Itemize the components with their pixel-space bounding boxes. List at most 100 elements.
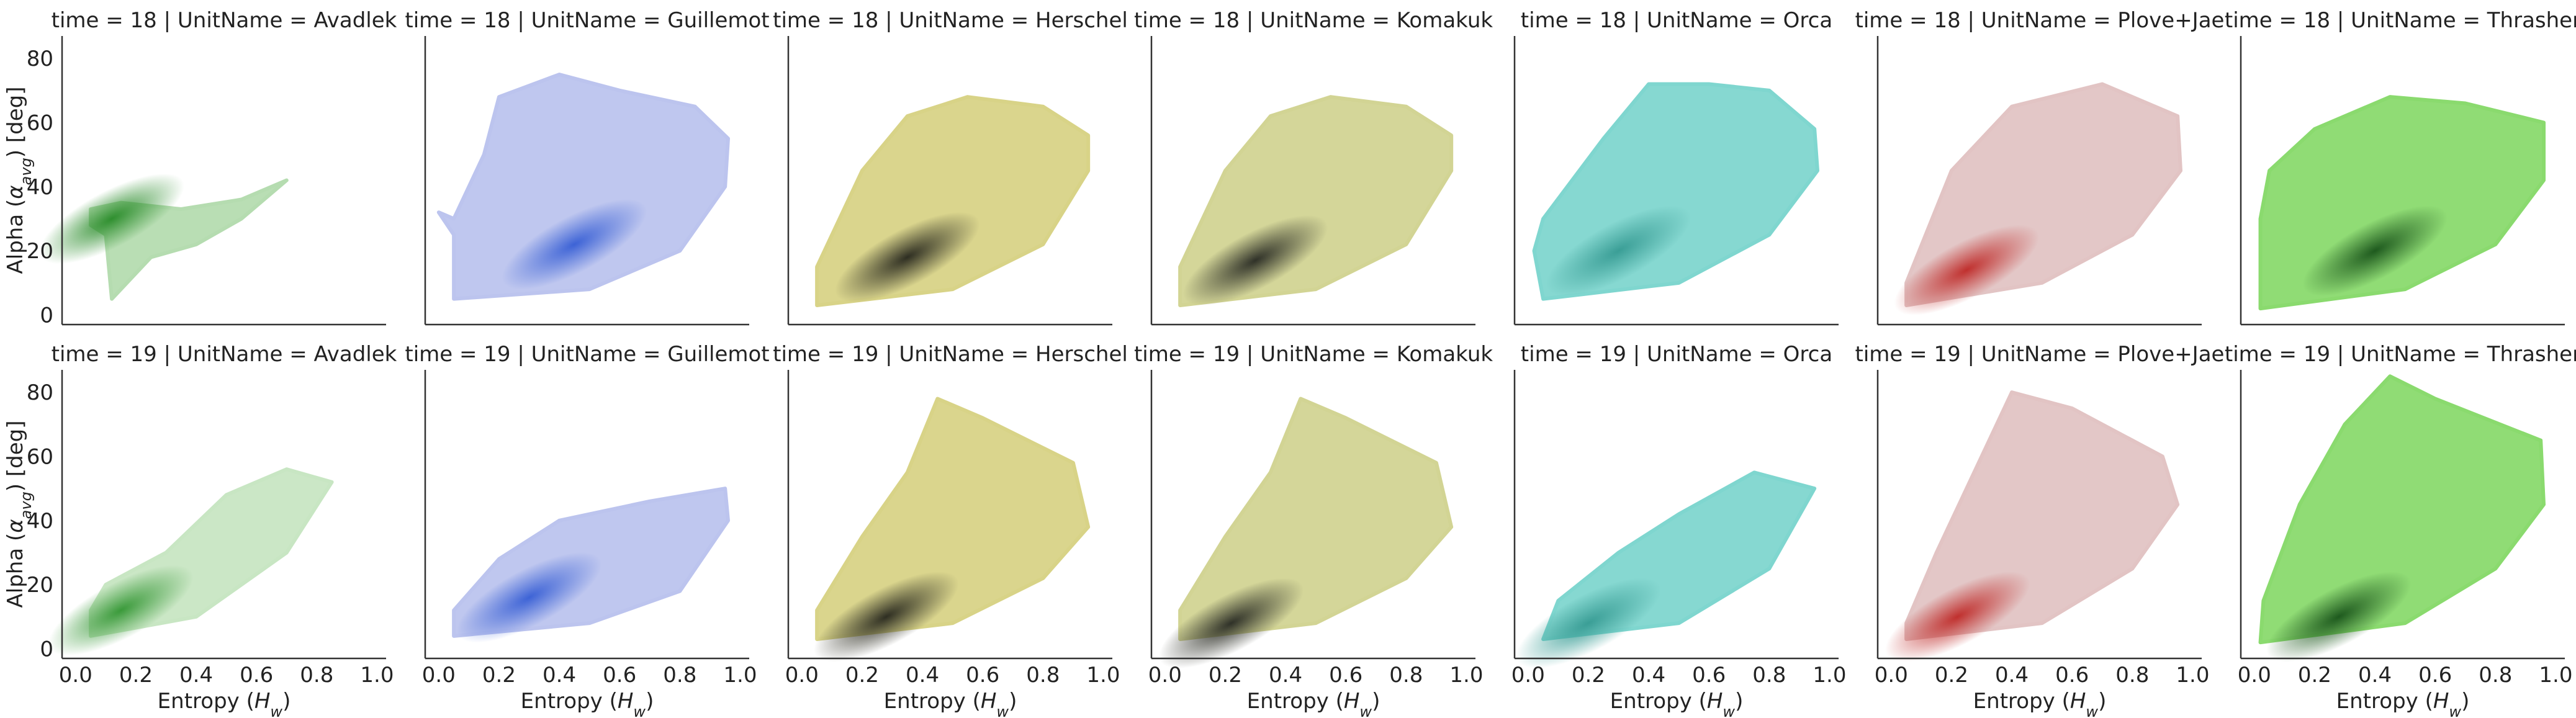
label-sub: w	[2086, 703, 2098, 718]
facet: time = 18 | UnitName = Avadlek 0 20 40 60 80 A…	[3, 8, 397, 328]
y-tick-label: 20	[27, 573, 53, 598]
density-peak	[1894, 225, 2039, 315]
x-tick-label: 0.2	[2298, 663, 2331, 688]
label-var: α	[3, 185, 28, 199]
x-tick-label: 0.0	[1148, 663, 1182, 688]
density-peak	[502, 199, 647, 290]
x-tick-label: 0.6	[1692, 663, 1726, 688]
x-axis-label: Entropy (Hw)	[1610, 689, 1744, 718]
label-sub: w	[633, 703, 646, 718]
facet: time = 19 | UnitName = Guillemot 0.0 0.2 0.…	[405, 342, 769, 718]
x-tick-label: 0.4	[1995, 663, 2029, 688]
x-tick-label: 1.0	[1086, 663, 1120, 688]
x-tick-label: 0.2	[845, 663, 879, 688]
facet-title: time = 18 | UnitName = Orca	[1521, 8, 1832, 33]
label-var: α	[3, 519, 28, 532]
y-tick-label: 60	[27, 445, 53, 470]
density-peak	[1546, 205, 1691, 296]
x-tick-label: 0.8	[1389, 663, 1423, 688]
y-tick-label: 0	[40, 303, 53, 328]
density-peak	[2302, 205, 2448, 296]
label-text: ) [deg]	[3, 86, 28, 158]
density-region	[436, 73, 731, 301]
label-text: )	[2098, 689, 2106, 714]
label-text: Entropy (	[2336, 689, 2433, 714]
x-tick-label: 0.8	[300, 663, 333, 688]
label-var: H	[2070, 689, 2086, 714]
x-tick-label: 0.2	[1572, 663, 1605, 688]
x-tick-label: 1.0	[2176, 663, 2209, 688]
label-sub: avg	[17, 158, 35, 185]
x-tick-label: 0.4	[1632, 663, 1665, 688]
x-tick-label: 1.0	[723, 663, 757, 688]
label-text: )	[282, 689, 290, 714]
x-axis-label: Entropy (Hw)	[521, 689, 654, 718]
facet-title: time = 18 | UnitName = Thrasher	[2225, 8, 2576, 33]
y-axis-label: Alpha (αavg) [deg]	[3, 420, 35, 608]
density-peak	[1158, 578, 1304, 668]
facet-title: time = 19 | UnitName = Plove+Jae	[1855, 342, 2225, 367]
facet: time = 18 | UnitName = Herschel	[773, 8, 1128, 326]
x-tick-label: 0.0	[1875, 663, 1908, 688]
facet: time = 18 | UnitName = Plove+Jae	[1855, 8, 2225, 326]
x-tick-label: 1.0	[1449, 663, 1483, 688]
label-var: H	[981, 689, 997, 714]
y-tick-label: 0	[40, 637, 53, 662]
density-region	[1904, 390, 2180, 641]
x-tick-label: 0.8	[2479, 663, 2512, 688]
x-tick-label: 0.4	[906, 663, 939, 688]
label-text: Entropy (	[1247, 689, 1344, 714]
x-tick-label: 0.2	[1209, 663, 1242, 688]
facet-title: time = 18 | UnitName = Avadlek	[52, 8, 397, 33]
x-axis-label: Entropy (Hw)	[2336, 689, 2470, 718]
label-var: H	[618, 689, 634, 714]
facet: time = 19 | UnitName = Herschel 0.0 0.2 0.4…	[773, 342, 1128, 718]
density-peak	[814, 572, 959, 662]
x-axis-label: Entropy (Hw)	[884, 689, 1017, 718]
facet-title: time = 18 | UnitName = Plove+Jae	[1855, 8, 2225, 33]
facet: time = 18 | UnitName = Guillemot	[405, 8, 770, 326]
x-tick-label: 1.0	[1813, 663, 1846, 688]
x-tick-label: 0.6	[2418, 663, 2452, 688]
y-tick-label: 80	[27, 380, 53, 405]
x-tick-label: 0.0	[59, 663, 92, 688]
density-region	[1178, 397, 1454, 641]
label-text: )	[1009, 689, 1017, 714]
label-text: )	[646, 689, 654, 714]
x-tick-label: 0.6	[2055, 663, 2089, 688]
density-peak	[1516, 578, 1661, 668]
density-peak	[835, 212, 980, 303]
density-peak	[456, 552, 602, 643]
label-sub: w	[1359, 703, 1372, 718]
x-tick-label: 0.6	[1329, 663, 1362, 688]
label-text: )	[1735, 689, 1743, 714]
x-tick-label: 0.4	[543, 663, 576, 688]
label-text: ) [deg]	[3, 420, 28, 491]
label-text: )	[2461, 689, 2469, 714]
label-var: H	[254, 689, 271, 714]
label-sub: avg	[17, 491, 35, 519]
label-text: Alpha (	[3, 533, 28, 608]
x-tick-label: 0.8	[663, 663, 696, 688]
x-tick-label: 0.2	[119, 663, 153, 688]
x-tick-label: 0.6	[603, 663, 636, 688]
facet: time = 19 | UnitName = Komakuk 0.0 0.2 0.4 0…	[1134, 342, 1493, 718]
label-text: )	[1372, 689, 1380, 714]
facet-title: time = 19 | UnitName = Avadlek	[52, 342, 397, 367]
label-text: Entropy (	[521, 689, 618, 714]
facet: time = 19 | UnitName = Orca 0.0 0.2 0.4 0.6 0…	[1511, 342, 1847, 718]
facet: time = 18 | UnitName = Komakuk	[1134, 8, 1493, 326]
x-tick-label: 0.2	[482, 663, 516, 688]
x-axis-label: Entropy (Hw)	[1247, 689, 1380, 718]
x-tick-label: 0.8	[1752, 663, 1786, 688]
x-tick-label: 0.0	[785, 663, 819, 688]
density-region	[2258, 95, 2546, 311]
label-text: Entropy (	[1973, 689, 2070, 714]
x-tick-label: 0.2	[1935, 663, 1968, 688]
facet-title: time = 19 | UnitName = Orca	[1521, 342, 1832, 367]
facet-title: time = 18 | UnitName = Guillemot	[405, 8, 769, 33]
facet: time = 19 | UnitName = Thrasher 0.0 0.2 0.4…	[2225, 342, 2576, 718]
x-tick-label: 0.4	[1269, 663, 1302, 688]
density-peak	[1182, 215, 1328, 306]
